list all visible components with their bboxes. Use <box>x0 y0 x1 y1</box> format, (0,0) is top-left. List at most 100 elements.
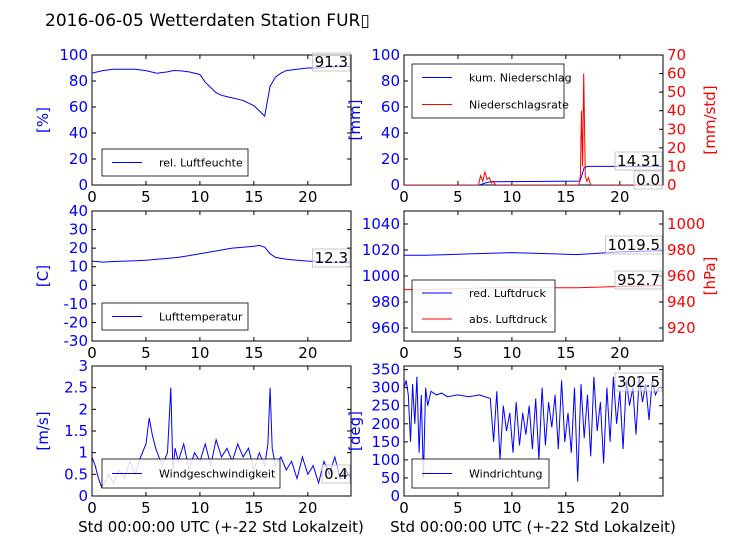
temperature-y-tick-label: 40 <box>69 202 88 220</box>
precipitation-x-tick-label: 20 <box>610 188 629 206</box>
precipitation-legend-label: kum. Niederschlag <box>469 72 572 85</box>
x-axis-label-left: Std 00:00:00 UTC (+-22 Std Lokalzeit) <box>78 518 364 536</box>
windspeed-panel: 0 5 10 15 20 0 0.5 1 1.5 2 2.5 3 [m/s] Windgeschwindi… <box>34 357 352 517</box>
precipitation-y2-axis-label: [mm/std] <box>701 85 719 154</box>
temperature-y-tick-label: 10 <box>69 258 88 276</box>
pressure-legend <box>411 279 556 333</box>
pressure-x-tick-label: 15 <box>556 344 575 362</box>
winddirection-x-tick-label: 0 <box>399 499 409 517</box>
pressure-y-tick-label: 960 <box>371 319 400 337</box>
humidity-y-tick-label: 60 <box>69 98 88 116</box>
pressure-legend-label: abs. Luftdruck <box>469 313 548 326</box>
precipitation-value-box <box>614 151 663 171</box>
temperature-value-label: 12.3 <box>315 249 348 267</box>
x-axis-label-right: Std 00:00:00 UTC (+-22 Std Lokalzeit) <box>390 518 676 536</box>
winddirection-x-tick-label: 20 <box>610 499 629 517</box>
pressure-y2-tick-label: 1000 <box>667 215 705 233</box>
precipitation-x-tick-label: 5 <box>453 188 463 206</box>
humidity-legend-label: rel. Luftfeuchte <box>159 157 243 170</box>
winddirection-y-tick-label: 250 <box>371 397 400 415</box>
pressure-y-tick-label: 1020 <box>362 241 400 259</box>
temperature-y-tick-label: 30 <box>69 221 88 239</box>
windspeed-y-tick-label: 0 <box>78 487 88 505</box>
winddirection-x-tick-label: 5 <box>453 499 463 517</box>
temperature-x-tick-label: 10 <box>190 344 209 362</box>
precipitation-y-axis-label: [mm] <box>346 100 364 141</box>
precipitation-series-1-line <box>404 73 663 185</box>
temperature-y-axis-label: [C] <box>34 265 52 287</box>
precipitation-x-tick-label: 0 <box>399 188 409 206</box>
precipitation-y2-tick-label: 30 <box>667 120 686 138</box>
temperature-y-tick-label: 20 <box>69 239 88 257</box>
windspeed-y-tick-label: 3 <box>78 357 88 375</box>
winddirection-series-0-line <box>404 376 663 482</box>
humidity-x-tick-label: 0 <box>87 188 97 206</box>
winddirection-x-tick-label: 10 <box>502 499 521 517</box>
temperature-y-tick-label: -10 <box>64 295 89 313</box>
temperature-x-tick-label: 0 <box>87 344 97 362</box>
humidity-panel: 0 5 10 15 20 0 20 40 60 80 100 [%] rel. Luftfeuchte 9… <box>34 46 352 206</box>
pressure-x-tick-label: 20 <box>610 344 629 362</box>
humidity-legend <box>101 148 249 177</box>
pressure-y2-tick-label: 980 <box>667 241 696 259</box>
figure-title: 2016-06-05 Wetterdaten Station FUR▯ <box>45 11 370 31</box>
precipitation-y2-tick-label: 40 <box>667 102 686 120</box>
winddirection-x-tick-label: 15 <box>556 499 575 517</box>
windspeed-y-tick-label: 1.5 <box>64 422 88 440</box>
temperature-series-0-line <box>92 244 351 263</box>
pressure-value-box <box>614 270 663 290</box>
windspeed-x-tick-label: 15 <box>244 499 263 517</box>
winddirection-panel: 0 5 10 15 20050100150200250300350[deg]Windri… <box>346 361 664 517</box>
pressure-x-tick-label: 5 <box>453 344 463 362</box>
windspeed-y-tick-label: 2 <box>78 400 88 418</box>
pressure-y2-tick-label: 920 <box>667 319 696 337</box>
humidity-y-tick-label: 80 <box>69 72 88 90</box>
temperature-y-tick-label: -30 <box>64 332 89 350</box>
winddirection-value-box <box>614 372 663 392</box>
precipitation-y2-tick-label: 10 <box>667 157 686 175</box>
precipitation-legend-label: Niederschlagsrate <box>469 99 569 112</box>
precipitation-y-tick-label: 60 <box>381 98 400 116</box>
humidity-y-tick-label: 0 <box>78 176 88 194</box>
winddirection-legend-label: Windrichtung <box>469 468 542 481</box>
windspeed-x-tick-label: 0 <box>87 499 97 517</box>
temperature-x-tick-label: 5 <box>141 344 151 362</box>
humidity-value-label: 91.3 <box>315 53 348 71</box>
humidity-value-box <box>312 52 351 72</box>
pressure-y-tick-label: 980 <box>371 293 400 311</box>
winddirection-y-axis-label: [deg] <box>346 411 364 451</box>
humidity-y-tick-label: 20 <box>69 150 88 168</box>
winddirection-y-tick-label: 300 <box>371 379 400 397</box>
temperature-x-tick-label: 20 <box>298 344 317 362</box>
pressure-value-label: 952.7 <box>617 271 660 289</box>
pressure-legend-label: red. Luftdruck <box>469 287 546 300</box>
humidity-y-tick-label: 100 <box>59 46 88 64</box>
pressure-y2-axis-label: [hPa] <box>701 257 719 296</box>
precipitation-value-label: 14.31 <box>617 152 660 170</box>
precipitation-y-tick-label: 80 <box>381 72 400 90</box>
precipitation-y2-tick-label: 20 <box>667 139 686 157</box>
pressure-value-label: 1019.5 <box>608 236 661 254</box>
winddirection-y-tick-label: 100 <box>371 451 400 469</box>
pressure-y2-tick-label: 940 <box>667 293 696 311</box>
precipitation-y2-tick-label: 60 <box>667 65 686 83</box>
pressure-y-tick-label: 1040 <box>362 215 400 233</box>
windspeed-y-tick-label: 2.5 <box>64 379 88 397</box>
precipitation-panel: 0 5 10 15 20020406080100010203040506070[mm][… <box>346 46 719 206</box>
temperature-y-tick-label: 0 <box>78 276 88 294</box>
precipitation-x-tick-label: 15 <box>556 188 575 206</box>
precipitation-value-label: 0.0 <box>636 171 660 189</box>
winddirection-y-tick-label: 200 <box>371 415 400 433</box>
precipitation-legend <box>411 63 565 119</box>
temperature-panel: 0 5 10 15 20-30-20-10010203040[C]Lufttempera… <box>34 202 352 362</box>
windspeed-value-box <box>321 464 351 484</box>
pressure-x-tick-label: 10 <box>502 344 521 362</box>
precipitation-value-box <box>633 170 663 190</box>
humidity-y-axis-label: [%] <box>34 107 52 133</box>
windspeed-x-tick-label: 20 <box>298 499 317 517</box>
winddirection-value-label: 302.5 <box>617 373 660 391</box>
humidity-x-tick-label: 5 <box>141 188 151 206</box>
precipitation-y-tick-label: 40 <box>381 124 400 142</box>
pressure-value-box <box>605 235 663 255</box>
